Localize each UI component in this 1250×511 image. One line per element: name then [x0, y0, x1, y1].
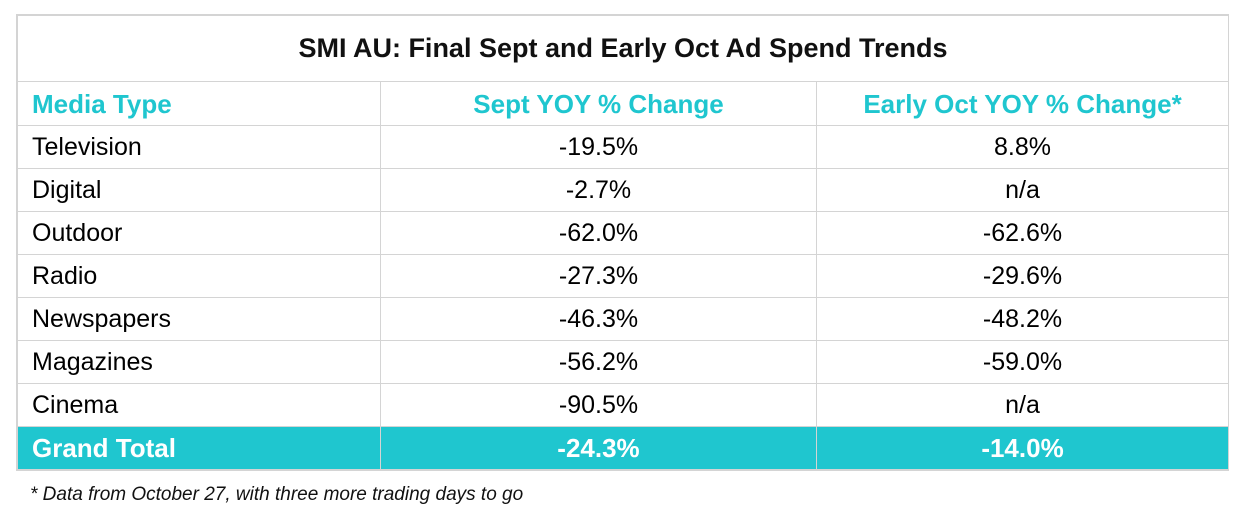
- media-type-cell: Radio: [17, 254, 381, 298]
- grand-total-sept: -24.3%: [380, 426, 817, 470]
- grand-total-oct: -14.0%: [815, 426, 1230, 470]
- column-header-early-oct-yoy: Early Oct YOY % Change*: [815, 81, 1230, 126]
- footnote: * Data from October 27, with three more …: [30, 484, 524, 505]
- grand-total-label: Grand Total: [17, 426, 381, 470]
- media-type-cell: Digital: [17, 168, 381, 212]
- oct-change-cell: n/a: [815, 168, 1230, 212]
- sept-change-cell: -27.3%: [380, 254, 817, 298]
- grand-total-row: Grand Total -24.3% -14.0%: [17, 426, 1230, 470]
- table-row: Magazines -56.2% -59.0%: [17, 340, 1230, 384]
- oct-change-cell: 8.8%: [815, 125, 1230, 169]
- sept-change-cell: -90.5%: [380, 383, 817, 427]
- media-type-cell: Outdoor: [17, 211, 381, 255]
- column-header-sept-yoy: Sept YOY % Change: [380, 81, 817, 126]
- table-row: Cinema -90.5% n/a: [17, 383, 1230, 427]
- column-header-row: Media Type Sept YOY % Change Early Oct Y…: [17, 81, 1230, 126]
- oct-change-cell: -62.6%: [815, 211, 1230, 255]
- oct-change-cell: -59.0%: [815, 340, 1230, 384]
- oct-change-cell: n/a: [815, 383, 1230, 427]
- ad-spend-table: SMI AU: Final Sept and Early Oct Ad Spen…: [16, 15, 1230, 470]
- table-row: Radio -27.3% -29.6%: [17, 254, 1230, 298]
- table-title: SMI AU: Final Sept and Early Oct Ad Spen…: [16, 15, 1230, 82]
- media-type-cell: Newspapers: [17, 297, 381, 341]
- sept-change-cell: -56.2%: [380, 340, 817, 384]
- media-type-cell: Magazines: [17, 340, 381, 384]
- oct-change-cell: -48.2%: [815, 297, 1230, 341]
- sept-change-cell: -62.0%: [380, 211, 817, 255]
- table-row: Newspapers -46.3% -48.2%: [17, 297, 1230, 341]
- column-header-media-type: Media Type: [17, 81, 381, 126]
- sept-change-cell: -2.7%: [380, 168, 817, 212]
- table-row: Outdoor -62.0% -62.6%: [17, 211, 1230, 255]
- table-row: Digital -2.7% n/a: [17, 168, 1230, 212]
- media-type-cell: Cinema: [17, 383, 381, 427]
- table-body: Television -19.5% 8.8% Digital -2.7% n/a…: [17, 125, 1230, 470]
- table-title-row: SMI AU: Final Sept and Early Oct Ad Spen…: [16, 15, 1230, 82]
- sept-change-cell: -19.5%: [380, 125, 817, 169]
- sept-change-cell: -46.3%: [380, 297, 817, 341]
- ad-spend-table-container: SMI AU: Final Sept and Early Oct Ad Spen…: [16, 14, 1230, 471]
- table-row: Television -19.5% 8.8%: [17, 125, 1230, 169]
- oct-change-cell: -29.6%: [815, 254, 1230, 298]
- media-type-cell: Television: [17, 125, 381, 169]
